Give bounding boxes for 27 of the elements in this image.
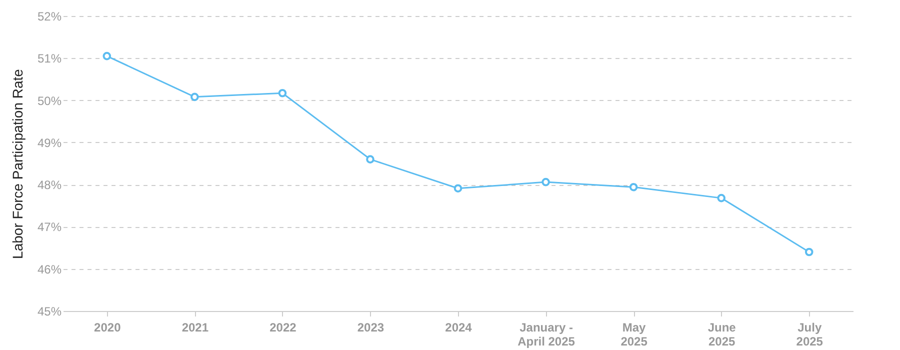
x-tick-label: May 2025 (620, 320, 648, 348)
point (278, 88, 287, 98)
y-axis-title: Labor Force Participation Rate (9, 68, 26, 259)
point (542, 178, 550, 186)
x-tick-label: 2024 (445, 320, 472, 334)
point (366, 155, 374, 164)
y-tick-label: 45% (37, 304, 62, 318)
y-tick-label: 50% (37, 94, 62, 108)
point (102, 52, 112, 60)
x-tick-label: 2021 (182, 320, 209, 334)
x-tick-label: January - April 2025 (518, 320, 576, 348)
x-tick-label: 2022 (270, 320, 297, 334)
point (190, 92, 199, 102)
x-tick-label: 2020 (94, 320, 122, 334)
y-tick-label: 51% (37, 52, 62, 66)
point (804, 248, 814, 256)
x-tick-label: 2023 (357, 320, 384, 334)
point (629, 182, 638, 192)
x-tick-label: June 2025 (708, 320, 736, 348)
y-tick-label: 52% (37, 10, 62, 24)
point (454, 184, 462, 193)
point (717, 194, 726, 202)
y-tick-label: 46% (37, 262, 62, 276)
y-tick-label: 49% (37, 136, 62, 150)
y-tick-label: 48% (37, 178, 62, 192)
x-tick-label: July 2025 (796, 320, 824, 348)
y-tick-label: 47% (37, 220, 62, 234)
